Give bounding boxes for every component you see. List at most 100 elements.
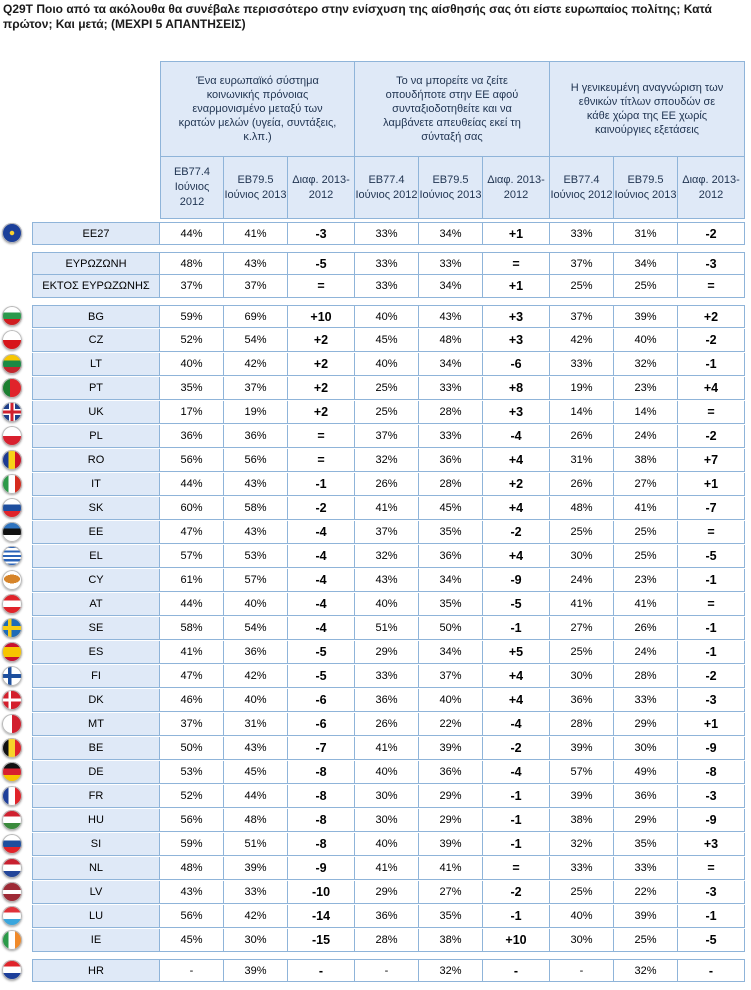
- value-cell: 44%: [160, 222, 224, 245]
- value-cell: 27%: [550, 617, 614, 640]
- diff-cell: -1: [678, 617, 745, 640]
- diff-cell: -4: [288, 593, 355, 616]
- diff-cell: -3: [678, 252, 745, 275]
- value-cell: 41%: [160, 641, 224, 664]
- value-cell: 19%: [550, 377, 614, 400]
- value-cell: 33%: [355, 275, 419, 298]
- diff-cell: -6: [288, 713, 355, 736]
- fr-flag-icon: [2, 786, 22, 806]
- value-cell: 51%: [355, 617, 419, 640]
- value-cell: 53%: [160, 761, 224, 784]
- table-row: IE 45% 30% -15 28% 38% +10 30% 25% -5: [32, 929, 745, 952]
- value-cell: 32%: [614, 959, 678, 982]
- diff-cell: -5: [288, 641, 355, 664]
- table-row: LT 40% 42% +2 40% 34% -6 33% 32% -1: [32, 353, 745, 376]
- value-cell: 37%: [550, 252, 614, 275]
- row-label: IE: [32, 929, 160, 952]
- row-label: IT: [32, 473, 160, 496]
- diff-cell: -2: [288, 497, 355, 520]
- value-cell: 25%: [614, 275, 678, 298]
- table-row: BE 50% 43% -7 41% 39% -2 39% 30% -9: [32, 737, 745, 760]
- table-row: FR 52% 44% -8 30% 29% -1 39% 36% -3: [32, 785, 745, 808]
- es-flag-icon: [2, 642, 22, 662]
- diff-cell: +2: [288, 377, 355, 400]
- value-cell: 48%: [224, 809, 288, 832]
- diff-cell: -: [483, 959, 550, 982]
- diff-cell: -5: [288, 665, 355, 688]
- diff-cell: =: [678, 593, 745, 616]
- value-cell: 40%: [355, 761, 419, 784]
- table-header: Ένα ευρωπαϊκό σύστημα κοινωνικής πρόνοια…: [160, 61, 745, 219]
- diff-cell: =: [678, 857, 745, 880]
- value-cell: 25%: [550, 641, 614, 664]
- diff-cell: +7: [678, 449, 745, 472]
- value-cell: 43%: [224, 521, 288, 544]
- value-cell: 53%: [224, 545, 288, 568]
- value-cell: 37%: [160, 713, 224, 736]
- value-cell: 57%: [550, 761, 614, 784]
- row-label: PL: [32, 425, 160, 448]
- value-cell: 40%: [160, 353, 224, 376]
- value-cell: 23%: [614, 377, 678, 400]
- value-cell: 30%: [614, 737, 678, 760]
- value-cell: 34%: [419, 641, 483, 664]
- value-cell: 26%: [355, 473, 419, 496]
- table-row: SE 58% 54% -4 51% 50% -1 27% 26% -1: [32, 617, 745, 640]
- value-cell: 43%: [224, 473, 288, 496]
- value-cell: 33%: [355, 222, 419, 245]
- value-cell: 27%: [419, 881, 483, 904]
- row-label: RO: [32, 449, 160, 472]
- table-row: LU 56% 42% -14 36% 35% -1 40% 39% -1: [32, 905, 745, 928]
- table-row: ES 41% 36% -5 29% 34% +5 25% 24% -1: [32, 641, 745, 664]
- subheader-eb795: EB79.5 Ιούνιος 2013: [614, 157, 678, 219]
- diff-cell: +8: [483, 377, 550, 400]
- value-cell: 45%: [419, 497, 483, 520]
- table-row: ΕΥΡΩΖΩΝΗ 48% 43% -5 33% 33% = 37% 34% -3: [32, 252, 745, 275]
- value-cell: 32%: [550, 833, 614, 856]
- value-cell: 34%: [419, 353, 483, 376]
- value-cell: 40%: [355, 833, 419, 856]
- diff-cell: +1: [483, 222, 550, 245]
- subheader-diff: Διαφ. 2013-2012: [678, 157, 745, 219]
- diff-cell: -4: [288, 545, 355, 568]
- diff-cell: -1: [678, 905, 745, 928]
- value-cell: 28%: [355, 929, 419, 952]
- diff-cell: +4: [678, 377, 745, 400]
- cz-flag-icon: [2, 330, 22, 350]
- value-cell: 24%: [614, 641, 678, 664]
- value-cell: 34%: [419, 222, 483, 245]
- value-cell: 43%: [160, 881, 224, 904]
- diff-cell: -1: [483, 833, 550, 856]
- table-row: CY 61% 57% -4 43% 34% -9 24% 23% -1: [32, 569, 745, 592]
- value-cell: 42%: [224, 665, 288, 688]
- eu-flag-icon: [2, 223, 22, 243]
- ie-flag-icon: [2, 930, 22, 950]
- subheader-eb774: EB77.4 Ιούνιος 2012: [160, 157, 224, 219]
- diff-cell: -1: [678, 641, 745, 664]
- lv-flag-icon: [2, 882, 22, 902]
- diff-cell: +4: [483, 665, 550, 688]
- value-cell: 33%: [550, 353, 614, 376]
- row-label: LU: [32, 905, 160, 928]
- table-row: FI 47% 42% -5 33% 37% +4 30% 28% -2: [32, 665, 745, 688]
- diff-cell: -9: [678, 809, 745, 832]
- diff-cell: +4: [483, 497, 550, 520]
- at-flag-icon: [2, 594, 22, 614]
- value-cell: 34%: [419, 275, 483, 298]
- value-cell: 40%: [355, 593, 419, 616]
- row-label: EL: [32, 545, 160, 568]
- value-cell: 33%: [355, 252, 419, 275]
- value-cell: 48%: [550, 497, 614, 520]
- diff-cell: -8: [288, 833, 355, 856]
- value-cell: 33%: [614, 689, 678, 712]
- row-label: FI: [32, 665, 160, 688]
- value-cell: -: [355, 959, 419, 982]
- diff-cell: -15: [288, 929, 355, 952]
- value-cell: 27%: [614, 473, 678, 496]
- diff-cell: +2: [288, 353, 355, 376]
- mt-flag-icon: [2, 714, 22, 734]
- value-cell: 32%: [355, 449, 419, 472]
- diff-cell: -2: [483, 881, 550, 904]
- lu-flag-icon: [2, 906, 22, 926]
- value-cell: 33%: [614, 857, 678, 880]
